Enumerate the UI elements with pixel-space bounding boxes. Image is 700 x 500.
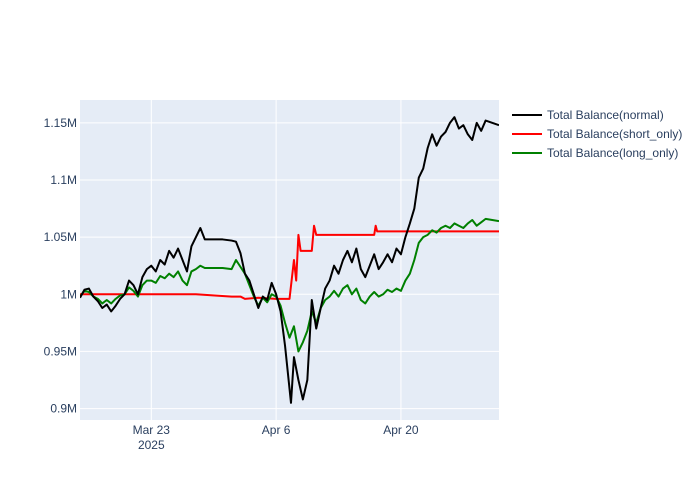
y-tick-label: 1M: [60, 287, 77, 301]
y-tick-label: 1.1M: [50, 173, 77, 187]
y-tick-label: 0.95M: [44, 344, 77, 358]
series-lines: [80, 116, 499, 404]
legend-label-short-only: Total Balance(short_only): [547, 127, 682, 141]
x-tick-label: Mar 23: [133, 423, 171, 437]
legend-item-long-only[interactable]: Total Balance(long_only): [512, 146, 678, 160]
y-tick-label: 0.9M: [50, 402, 77, 416]
legend-item-normal[interactable]: Total Balance(normal): [512, 108, 664, 122]
x-tick-label: Apr 6: [262, 423, 291, 437]
plot-area: [80, 100, 499, 420]
x-tick-label: Apr 20: [383, 423, 419, 437]
x-gridlines: [150, 100, 402, 420]
legend-label-long-only: Total Balance(long_only): [547, 146, 678, 160]
series-line-long-only: [80, 217, 499, 353]
y-tick-label: 1.05M: [44, 230, 77, 244]
series-line-short-only: [80, 224, 499, 300]
y-axis-tick-labels: 0.9M 0.95M 1M 1.05M 1.1M 1.15M: [44, 116, 77, 416]
legend-label-normal: Total Balance(normal): [547, 108, 664, 122]
legend[interactable]: Total Balance(normal) Total Balance(shor…: [512, 108, 682, 160]
x-tick-year-label: 2025: [138, 438, 165, 452]
legend-item-short-only[interactable]: Total Balance(short_only): [512, 127, 682, 141]
y-tick-label: 1.15M: [44, 116, 77, 130]
series-line-normal: [80, 116, 499, 404]
